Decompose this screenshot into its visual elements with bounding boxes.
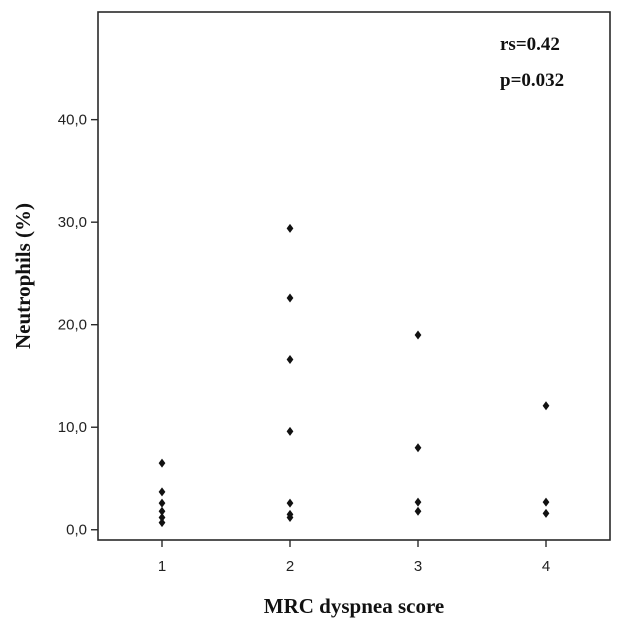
y-tick-label: 40,0 — [58, 112, 87, 129]
data-point — [286, 498, 294, 508]
x-tick-label: 2 — [286, 558, 294, 575]
y-tick-label: 30,0 — [58, 214, 87, 231]
y-axis: 0,0 10,0 20,0 30,0 40,0 — [58, 112, 98, 539]
data-point — [158, 458, 166, 468]
x-axis: 1 2 3 4 — [158, 540, 550, 575]
plot-frame — [97, 11, 611, 541]
data-point — [414, 497, 422, 507]
annotation-rs: rs=0.42 — [500, 34, 560, 55]
y-axis-title: Neutrophils (%) — [11, 203, 35, 349]
data-points — [158, 223, 550, 528]
data-point — [286, 223, 294, 233]
data-point — [158, 487, 166, 497]
data-point — [286, 512, 294, 522]
data-point — [286, 293, 294, 303]
data-point — [158, 518, 166, 528]
data-point — [286, 355, 294, 365]
data-point — [414, 330, 422, 340]
data-point — [414, 443, 422, 453]
y-tick-label: 20,0 — [58, 317, 87, 334]
data-point — [158, 498, 166, 508]
data-point — [542, 497, 550, 507]
data-point — [286, 426, 294, 436]
y-tick-label: 0,0 — [66, 522, 87, 539]
y-tick-label: 10,0 — [58, 419, 87, 436]
x-tick-label: 3 — [414, 558, 422, 575]
x-axis-title: MRC dyspnea score — [264, 594, 444, 618]
data-point — [158, 512, 166, 522]
data-point — [414, 506, 422, 516]
data-point — [158, 506, 166, 516]
data-point — [542, 508, 550, 518]
x-tick-label: 4 — [542, 558, 550, 575]
data-point — [542, 401, 550, 411]
annotation-p: p=0.032 — [500, 70, 564, 91]
x-tick-label: 1 — [158, 558, 166, 575]
